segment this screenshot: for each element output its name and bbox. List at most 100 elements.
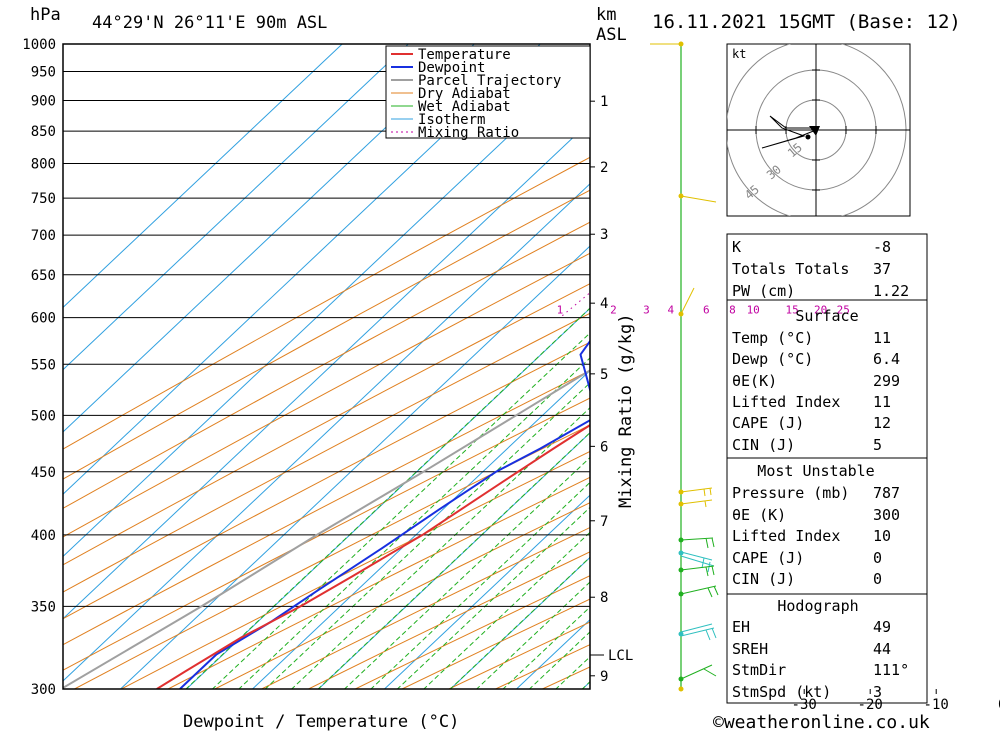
pw-value: 1.22 — [873, 282, 909, 300]
legend-label-mixing-ratio: Mixing Ratio — [418, 125, 519, 141]
mixing-ratio-label: 3 — [643, 304, 650, 317]
mu-theta-label: θE (K) — [732, 506, 786, 524]
mu-header: Most Unstable — [757, 462, 874, 480]
dry-adiabat-line — [449, 44, 1000, 689]
wind-dot-760 — [679, 538, 684, 543]
mu-pressure-value: 787 — [873, 484, 900, 502]
tt-label: Totals Totals — [732, 260, 849, 278]
sreh-value: 44 — [873, 640, 891, 658]
km-tick-label: 5 — [600, 367, 608, 383]
pressure-tick-label: 450 — [31, 465, 56, 481]
pressure-tick-label: 400 — [31, 528, 56, 544]
lcl-label: LCL — [608, 648, 633, 664]
x-axis-title: Dewpoint / Temperature (°C) — [183, 712, 459, 732]
km-tick-label: 9 — [600, 669, 608, 685]
wind-barb-400 — [681, 196, 716, 202]
wind-dot-975 — [679, 677, 684, 682]
pressure-tick-label: 750 — [31, 191, 56, 207]
pressure-tick-label: 350 — [31, 599, 56, 615]
dry-adiabat-line — [0, 44, 804, 689]
pressure-tick-label: 550 — [31, 357, 56, 373]
hodograph-storm-dot — [806, 135, 811, 140]
stmspd-value: 3 — [873, 683, 882, 701]
pressure-tick-label: 900 — [31, 93, 56, 109]
mixing-ratio-label: 4 — [667, 304, 674, 317]
mu-cin-label: CIN (J) — [732, 570, 795, 588]
wind-dot-1000 — [679, 687, 684, 692]
surface-dewp-value: 6.4 — [873, 350, 900, 368]
pressure-tick-label: 500 — [31, 408, 56, 424]
pressure-tick-label: 300 — [31, 682, 56, 698]
pressure-tick-label: 1000 — [22, 37, 56, 53]
surface-dewp-label: Dewp (°C) — [732, 350, 813, 368]
km-tick-label: 1 — [600, 94, 608, 110]
surface-cin-value: 5 — [873, 436, 882, 454]
surface-theta-value: 299 — [873, 372, 900, 390]
isotherm-line — [0, 44, 408, 689]
pw-label: PW (cm) — [732, 282, 795, 300]
isotherm-line — [0, 44, 474, 689]
km-axis-title: km — [596, 5, 616, 25]
wind-barb-column — [650, 42, 718, 692]
wind-dot-400 — [679, 194, 684, 199]
asl-axis-title: ASL — [596, 25, 627, 45]
pressure-tick-label: 700 — [31, 228, 56, 244]
surface-li-value: 11 — [873, 393, 891, 411]
pressure-tick-label: 850 — [31, 124, 56, 140]
mu-li-value: 10 — [873, 527, 891, 545]
wind-dot-720 — [679, 502, 684, 507]
wind-barb-720 — [681, 500, 712, 507]
surface-theta-label: θE(K) — [732, 372, 777, 390]
eh-label: EH — [732, 618, 750, 636]
datetime-title: 16.11.2021 15GMT (Base: 12) — [652, 11, 961, 33]
wind-dot-925 — [679, 632, 684, 637]
mu-cape-label: CAPE (J) — [732, 549, 804, 567]
isotherm-line — [451, 44, 1000, 689]
surface-temp-label: Temp (°C) — [732, 329, 813, 347]
eh-value: 49 — [873, 618, 891, 636]
wind-dot-500 — [679, 312, 684, 317]
wind-dot-800 — [679, 568, 684, 573]
surface-cape-value: 12 — [873, 414, 891, 432]
mixing-ratio-label: 8 — [729, 304, 736, 317]
copyright-footer: ©weatheronline.co.uk — [713, 712, 930, 733]
hodograph-unit: kt — [732, 47, 746, 61]
surface-cape-label: CAPE (J) — [732, 414, 804, 432]
mu-pressure-label: Pressure (mb) — [732, 484, 849, 502]
k-label: K — [732, 238, 741, 256]
km-tick-label: 8 — [600, 590, 608, 606]
wind-dot-850 — [679, 592, 684, 597]
pressure-ticks: 3003504004505005506006507007508008509009… — [22, 37, 56, 698]
isotherm-line — [0, 44, 672, 689]
surface-temp-value: 11 — [873, 329, 891, 347]
mu-li-label: Lifted Index — [732, 527, 840, 545]
wind-dot-780 — [679, 551, 684, 556]
wind-dot-300 — [679, 42, 684, 47]
km-tick-label: 7 — [600, 514, 608, 530]
mixing-ratio-label: 6 — [703, 304, 710, 317]
sreh-label: SREH — [732, 640, 768, 658]
k-value: -8 — [873, 238, 891, 256]
surface-cin-label: CIN (J) — [732, 436, 795, 454]
surface-header: Surface — [795, 307, 858, 325]
hodograph: kt 15 30 45 — [726, 40, 910, 220]
pressure-tick-label: 800 — [31, 157, 56, 173]
mu-cin-value: 0 — [873, 570, 882, 588]
wind-barb-500 — [681, 288, 694, 314]
tt-value: 37 — [873, 260, 891, 278]
hodo-header: Hodograph — [777, 597, 858, 615]
wind-barb-925 — [681, 624, 716, 640]
location-title: 44°29'N 26°11'E 90m ASL — [92, 13, 327, 33]
wind-barb-975 — [681, 665, 716, 679]
pressure-tick-label: 650 — [31, 268, 56, 284]
stmspd-label: StmSpd (kt) — [732, 683, 831, 701]
pressure-tick-label: 600 — [31, 311, 56, 327]
surface-li-label: Lifted Index — [732, 393, 840, 411]
km-tick-label: 3 — [600, 227, 608, 243]
wind-barb-760 — [681, 538, 714, 548]
km-tick-label: 6 — [600, 439, 608, 455]
mixing-ratio-axis-title: Mixing Ratio (g/kg) — [616, 314, 636, 508]
mu-cape-value: 0 — [873, 549, 882, 567]
